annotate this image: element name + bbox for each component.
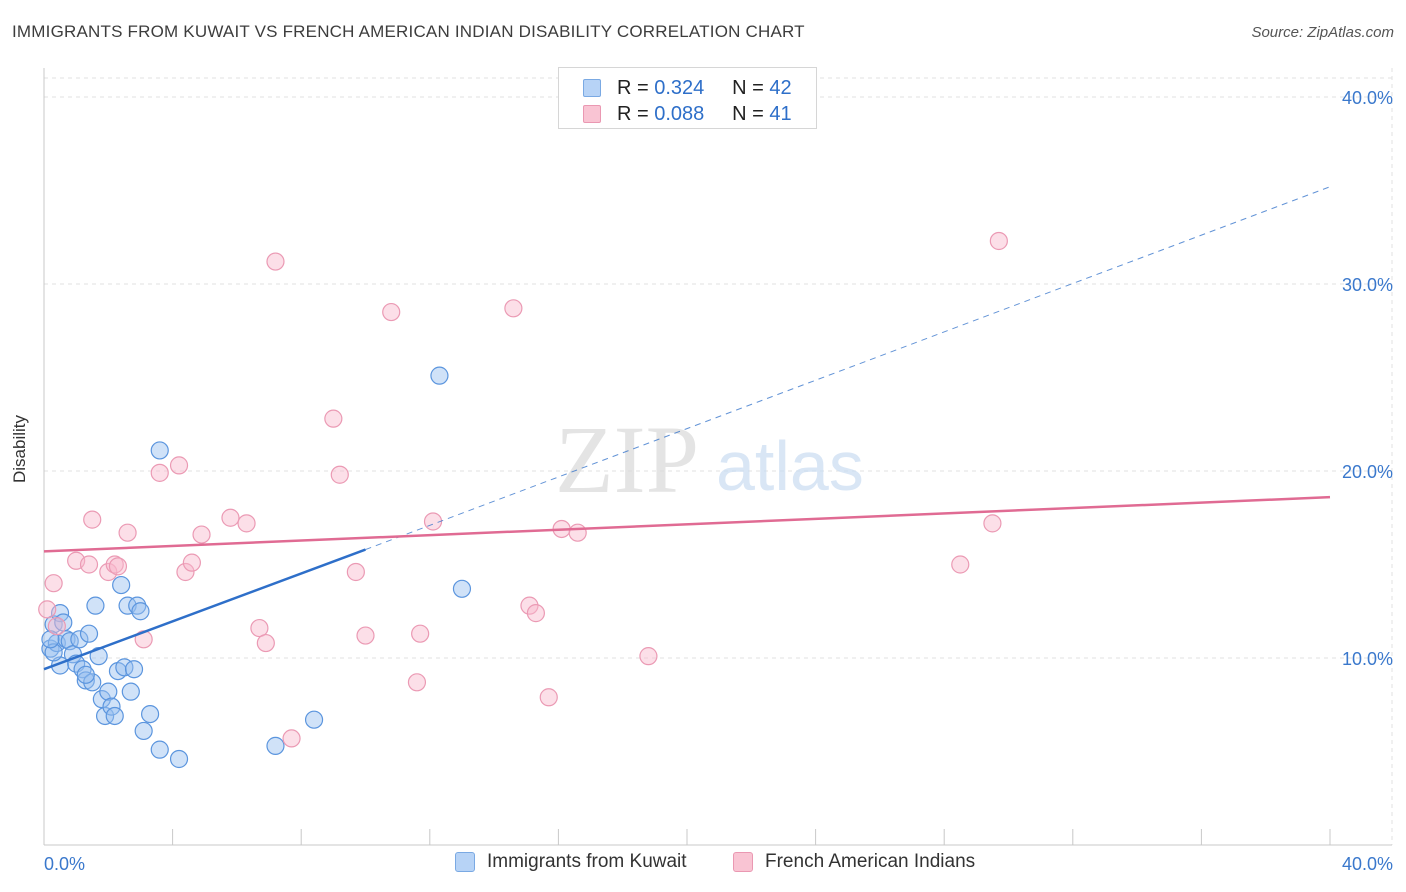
legend-swatch-french-american-indians bbox=[733, 852, 753, 872]
french-american-indian-point bbox=[44, 574, 63, 593]
french-american-indian-point bbox=[324, 409, 343, 428]
legend-n-value-kuwait: 42 bbox=[769, 76, 792, 99]
watermark-zip: ZIP bbox=[555, 406, 699, 513]
kuwait-point bbox=[86, 596, 105, 615]
legend-n-label: N = bbox=[732, 102, 764, 125]
kuwait-point bbox=[112, 575, 131, 595]
french-american-indian-point bbox=[330, 465, 349, 484]
french-american-indian-point bbox=[526, 604, 545, 623]
chart-title: IMMIGRANTS FROM KUWAIT VS FRENCH AMERICA… bbox=[12, 22, 805, 41]
legend-r-value-french-american-indians: 0.088 bbox=[654, 102, 705, 125]
french-american-indian-point bbox=[411, 624, 430, 643]
y-tick-label: 20.0% bbox=[1342, 462, 1393, 482]
legend-r-label: R = bbox=[617, 76, 649, 99]
kuwait-point bbox=[99, 682, 118, 701]
kuwait-point bbox=[121, 682, 140, 701]
french-american-indian-point bbox=[520, 596, 539, 615]
french-american-indian-point bbox=[504, 299, 523, 318]
french-american-indian-trend-line bbox=[43, 495, 1331, 553]
legend-label-french-american-indians: French American Indians bbox=[765, 851, 976, 872]
kuwait-point bbox=[57, 630, 76, 649]
french-american-indian-point bbox=[639, 647, 658, 666]
kuwait-point bbox=[95, 706, 115, 726]
french-american-indian-point bbox=[150, 463, 169, 482]
legend-n-value-french-american-indians: 41 bbox=[769, 102, 792, 125]
kuwait-point bbox=[128, 596, 147, 615]
french-american-indian-point bbox=[356, 626, 375, 645]
french-american-indian-point bbox=[79, 555, 99, 574]
y-tick-label: 30.0% bbox=[1342, 275, 1393, 295]
french-american-indian-point bbox=[951, 555, 970, 574]
kuwait-trend-extension bbox=[365, 186, 1331, 551]
kuwait-trend-line bbox=[43, 548, 366, 671]
y-tick-label: 10.0% bbox=[1342, 649, 1393, 669]
french-american-indian-point bbox=[250, 618, 269, 638]
kuwait-point bbox=[430, 366, 449, 385]
y-tick-label: 40.0% bbox=[1342, 88, 1393, 108]
french-american-indian-point bbox=[38, 600, 57, 619]
kuwait-point bbox=[150, 441, 169, 460]
french-american-indian-point bbox=[105, 555, 124, 574]
french-american-indian-point bbox=[83, 510, 102, 529]
kuwait-point bbox=[169, 749, 189, 769]
kuwait-point bbox=[41, 630, 60, 649]
y-axis-label: Disability bbox=[10, 414, 29, 483]
kuwait-point bbox=[70, 630, 89, 649]
legend-label-kuwait: Immigrants from Kuwait bbox=[487, 851, 687, 872]
french-american-indian-point bbox=[382, 302, 401, 322]
kuwait-point bbox=[304, 710, 324, 729]
kuwait-point bbox=[124, 660, 144, 679]
french-american-indian-point bbox=[256, 633, 275, 653]
french-american-indian-point bbox=[99, 562, 118, 582]
french-american-indian-point bbox=[118, 523, 137, 542]
french-american-indian-point bbox=[266, 252, 285, 271]
kuwait-point bbox=[266, 736, 285, 755]
kuwait-point bbox=[452, 579, 472, 598]
kuwait-point bbox=[140, 704, 160, 724]
source-label: Source: ZipAtlas.com bbox=[1251, 24, 1394, 41]
french-american-indian-point bbox=[346, 562, 365, 582]
legend-r-value-kuwait: 0.324 bbox=[654, 76, 705, 99]
x-tick-label: 0.0% bbox=[44, 854, 85, 874]
french-american-indian-point bbox=[221, 508, 240, 527]
french-american-indian-point bbox=[169, 456, 189, 475]
french-american-indian-point bbox=[47, 617, 66, 636]
legend-r-label: R = bbox=[617, 102, 649, 125]
french-american-indian-point bbox=[192, 525, 211, 544]
series-legend: Immigrants from Kuwait French American I… bbox=[0, 851, 1406, 879]
legend-swatch-kuwait bbox=[583, 79, 601, 97]
french-american-indian-point bbox=[989, 231, 1008, 251]
french-american-indian-point bbox=[176, 562, 195, 582]
french-american-indian-point bbox=[108, 557, 128, 576]
kuwait-point bbox=[83, 673, 102, 692]
french-american-indian-point bbox=[539, 688, 558, 707]
legend-item-french-american-indians[interactable]: French American Indians bbox=[733, 851, 975, 873]
kuwait-point bbox=[76, 671, 95, 690]
french-american-indian-point bbox=[282, 729, 301, 748]
stats-legend: R = 0.324 N = 42 R = 0.088 N = 41 bbox=[558, 67, 817, 129]
french-american-indian-point bbox=[568, 523, 587, 542]
kuwait-point bbox=[150, 740, 169, 759]
french-american-indian-point bbox=[983, 514, 1002, 533]
legend-n-label: N = bbox=[732, 76, 764, 99]
french-american-indian-point bbox=[237, 514, 256, 533]
kuwait-point bbox=[134, 721, 153, 741]
kuwait-point bbox=[79, 624, 99, 643]
kuwait-point bbox=[73, 660, 92, 679]
watermark-atlas: atlas bbox=[716, 427, 864, 505]
french-american-indian-point bbox=[407, 673, 427, 692]
legend-swatch-kuwait bbox=[455, 852, 475, 872]
legend-swatch-french-american-indians bbox=[583, 105, 601, 123]
x-tick-label: 40.0% bbox=[1342, 854, 1393, 874]
french-american-indian-point bbox=[182, 553, 201, 572]
kuwait-point bbox=[76, 665, 95, 684]
kuwait-point bbox=[105, 706, 124, 726]
legend-item-kuwait[interactable]: Immigrants from Kuwait bbox=[455, 851, 687, 873]
kuwait-point bbox=[131, 602, 150, 621]
